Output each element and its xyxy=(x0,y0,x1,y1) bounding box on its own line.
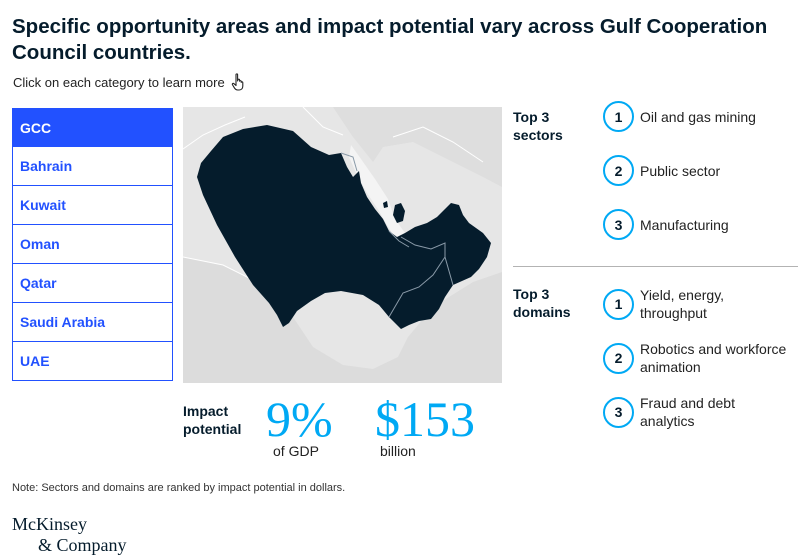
logo-line-2: & Company xyxy=(38,535,127,555)
country-tab-list: GCC Bahrain Kuwait Oman Qatar Saudi Arab… xyxy=(12,108,173,381)
gdp-percent-unit: of GDP xyxy=(273,443,319,459)
top-domains-heading: Top 3 domains xyxy=(513,285,577,321)
sector-label: Oil and gas mining xyxy=(640,108,756,125)
footnote: Note: Sectors and domains are ranked by … xyxy=(12,482,346,494)
map-internal-borders xyxy=(340,152,454,318)
sector-item: 3 Manufacturing xyxy=(603,209,790,240)
rank-circle: 3 xyxy=(603,209,634,240)
dollar-value: $153 xyxy=(375,391,475,447)
page-title: Specific opportunity areas and impact po… xyxy=(12,15,768,64)
top-sectors-heading-text: Top 3 sectors xyxy=(513,109,563,143)
domain-item: 1 Yield, energy, throughput xyxy=(603,286,770,322)
sector-item: 1 Oil and gas mining xyxy=(603,101,790,132)
tab-qatar[interactable]: Qatar xyxy=(12,264,173,303)
sector-item: 2 Public sector xyxy=(603,155,790,186)
gcc-region-map xyxy=(183,107,502,383)
rank-circle: 3 xyxy=(603,396,634,428)
rank-circle: 1 xyxy=(603,288,634,320)
tab-kuwait[interactable]: Kuwait xyxy=(12,186,173,225)
rank-circle: 2 xyxy=(603,342,634,374)
instruction-text: Click on each category to learn more xyxy=(13,73,245,91)
domain-label: Fraud and debt analytics xyxy=(640,395,735,429)
domain-item: 2 Robotics and workforce animation xyxy=(603,340,790,376)
map-neighbour-land-north xyxy=(283,107,502,187)
rank-circle: 1 xyxy=(603,101,634,132)
top-sectors-heading: Top 3 sectors xyxy=(513,108,573,144)
dollar-unit: billion xyxy=(380,443,416,459)
domain-item: 3 Fraud and debt analytics xyxy=(603,394,770,430)
sector-label: Public sector xyxy=(640,162,721,179)
map-gcc-landmass xyxy=(197,125,491,329)
impact-potential-label: Impact potential xyxy=(183,402,253,438)
pointer-hand-icon xyxy=(231,73,244,91)
tab-oman[interactable]: Oman xyxy=(12,225,173,264)
tab-uae[interactable]: UAE xyxy=(12,342,173,381)
top-domains-heading-text: Top 3 domains xyxy=(513,286,571,320)
section-divider xyxy=(513,266,798,267)
map-qatar xyxy=(393,203,405,223)
impact-label-text: Impact potential xyxy=(183,403,242,437)
gdp-percent-value: 9% xyxy=(266,391,333,447)
mckinsey-logo: McKinsey & Company xyxy=(12,514,127,556)
logo-line-1: McKinsey xyxy=(12,514,87,534)
tab-saudi-arabia[interactable]: Saudi Arabia xyxy=(12,303,173,342)
rank-circle: 2 xyxy=(603,155,634,186)
sector-label: Manufacturing xyxy=(640,216,729,233)
tab-gcc[interactable]: GCC xyxy=(12,108,173,147)
domain-label: Robotics and workforce animation xyxy=(640,341,787,375)
tab-bahrain[interactable]: Bahrain xyxy=(12,147,173,186)
domain-label: Yield, energy, throughput xyxy=(640,287,725,321)
map-border-lines xyxy=(183,107,484,286)
instruction-label: Click on each category to learn more xyxy=(13,74,225,90)
map-bahrain xyxy=(383,201,388,208)
